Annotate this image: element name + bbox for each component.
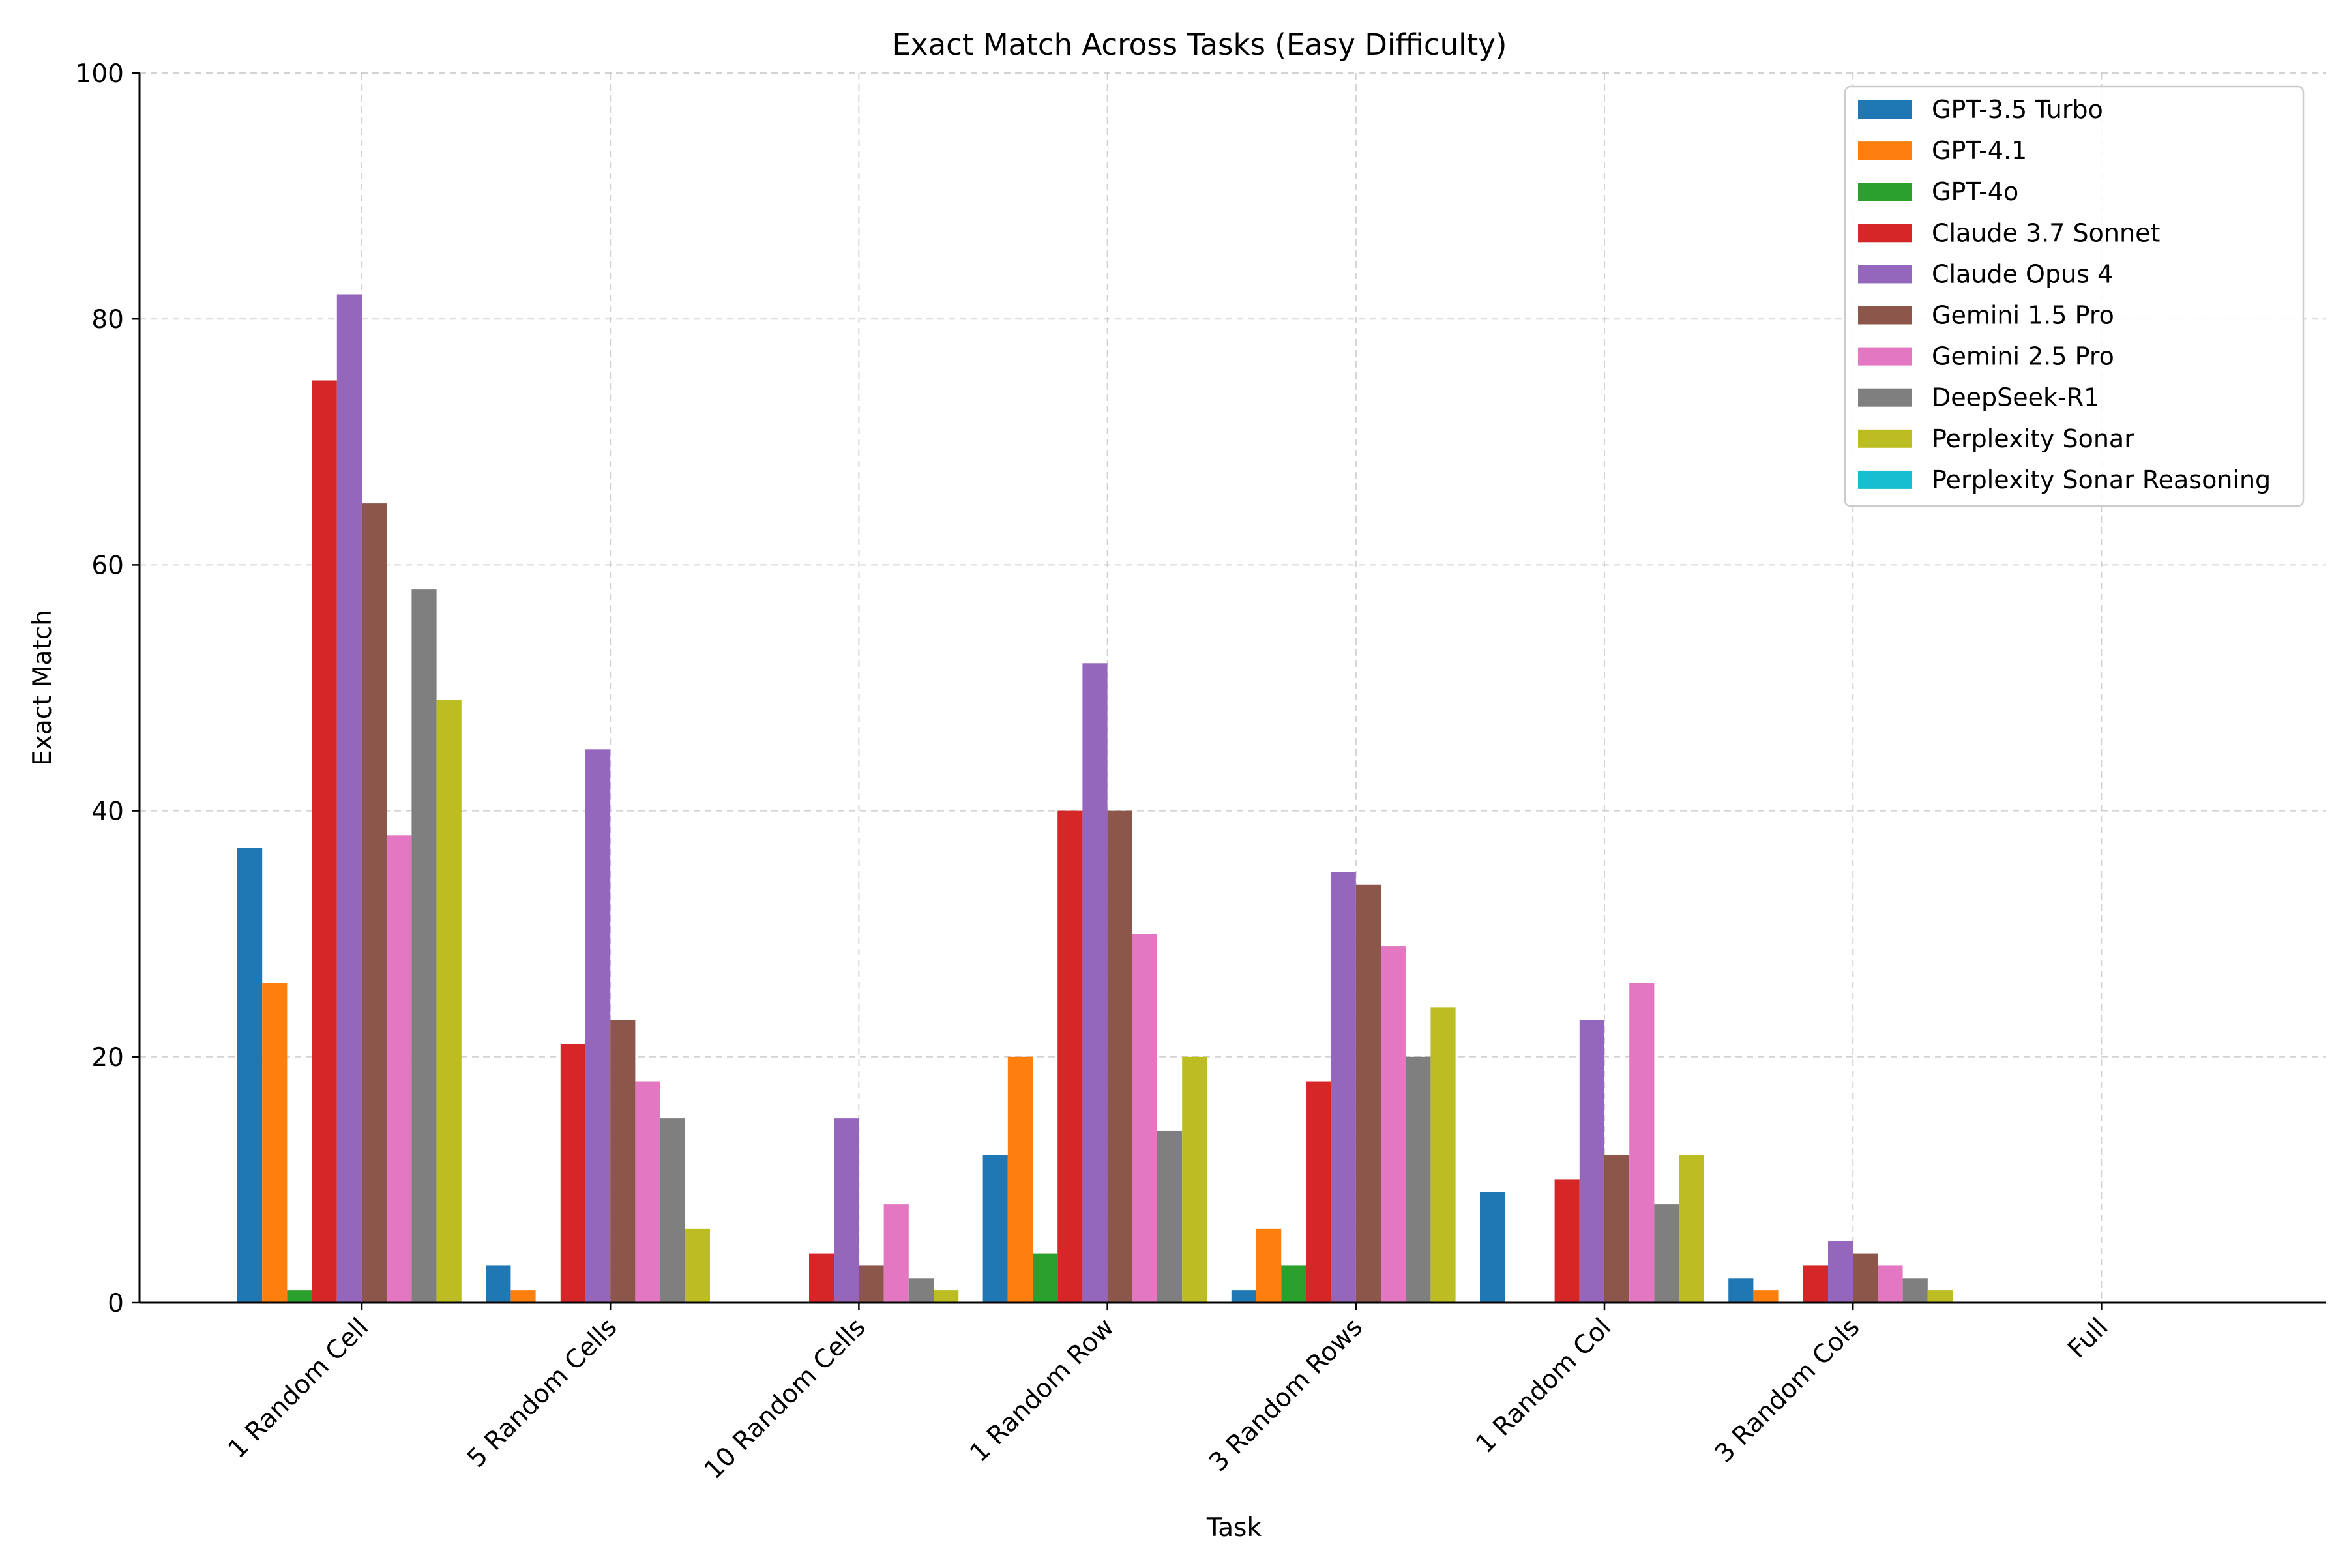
legend-swatch: [1858, 100, 1912, 119]
y-tick-label: 100: [76, 59, 124, 89]
legend-swatch: [1858, 141, 1912, 160]
bar: [859, 1265, 884, 1303]
legend-label: Claude 3.7 Sonnet: [1932, 218, 2160, 247]
bar: [1033, 1253, 1058, 1303]
legend-label: Gemini 2.5 Pro: [1932, 342, 2114, 371]
bar: [411, 589, 437, 1303]
legend-swatch: [1858, 470, 1912, 489]
bar: [610, 1020, 636, 1303]
bar: [287, 1290, 312, 1303]
y-tick-label: 60: [91, 551, 124, 580]
legend-swatch: [1858, 265, 1912, 284]
y-tick-label: 0: [108, 1289, 124, 1318]
bar: [1355, 884, 1381, 1303]
bar: [336, 294, 362, 1303]
chart-title: Exact Match Across Tasks (Easy Difficult…: [893, 27, 1507, 62]
bar: [1256, 1228, 1282, 1303]
bar: [362, 503, 387, 1303]
bar: [1480, 1192, 1505, 1303]
legend-label: GPT-4.1: [1932, 136, 2027, 165]
bar: [237, 848, 263, 1303]
legend-swatch: [1858, 224, 1912, 243]
bar: [1331, 872, 1356, 1303]
bar: [1902, 1278, 1928, 1303]
bar: [1579, 1020, 1604, 1303]
bar: [1057, 810, 1083, 1303]
bar: [883, 1204, 909, 1303]
y-tick-label: 20: [91, 1043, 124, 1072]
bar: [1381, 946, 1406, 1303]
bar: [312, 380, 337, 1303]
bar: [1878, 1265, 1903, 1303]
legend-label: Gemini 1.5 Pro: [1932, 301, 2114, 330]
legend-label: DeepSeek-R1: [1932, 383, 2099, 412]
bar: [1430, 1007, 1456, 1303]
legend-swatch: [1858, 347, 1912, 366]
bar: [685, 1228, 710, 1303]
bar: [585, 749, 611, 1303]
legend-swatch: [1858, 183, 1912, 201]
bar: [635, 1081, 660, 1303]
bar: [1157, 1130, 1183, 1303]
bar: [1604, 1155, 1630, 1303]
legend-label: Claude Opus 4: [1932, 259, 2113, 288]
bar: [934, 1290, 959, 1303]
legend-label: GPT-3.5 Turbo: [1932, 95, 2103, 124]
bar: [1629, 983, 1655, 1303]
legend-label: GPT-4o: [1932, 177, 2018, 206]
bar: [1082, 663, 1108, 1303]
y-tick-label: 40: [91, 797, 124, 827]
bar: [1231, 1290, 1256, 1303]
bar: [809, 1253, 834, 1303]
bar: [1753, 1290, 1779, 1303]
legend-label: Perplexity Sonar Reasoning: [1932, 466, 2271, 494]
axes: [132, 72, 2326, 1310]
bar: [1853, 1253, 1878, 1303]
bar: [1182, 1056, 1207, 1303]
legend-swatch: [1858, 306, 1912, 325]
bar: [262, 983, 288, 1303]
bar: [560, 1044, 585, 1303]
bar: [486, 1265, 511, 1303]
bar: [1007, 1056, 1033, 1303]
legend-label: Perplexity Sonar: [1932, 424, 2134, 453]
bar: [1406, 1056, 1431, 1303]
bar: [1828, 1241, 1853, 1303]
bar: [660, 1118, 685, 1303]
bars: [237, 294, 1953, 1303]
y-tick-label: 80: [91, 305, 124, 334]
bar: [1728, 1278, 1754, 1303]
legend-box: [1844, 85, 2305, 507]
bar: [908, 1278, 934, 1303]
bar: [1132, 934, 1157, 1303]
bar: [1554, 1179, 1580, 1303]
bar: [982, 1155, 1008, 1303]
bar: [1107, 810, 1132, 1303]
legend-swatch: [1858, 388, 1912, 407]
legend: GPT-3.5 Turbo GPT-4.1 GPT-4o Claude 3.7 Son…: [1844, 85, 2305, 507]
bar: [1281, 1265, 1306, 1303]
legend-swatch: [1858, 429, 1912, 448]
bar: [387, 835, 412, 1303]
bar: [436, 700, 462, 1303]
y-axis-label: Exact Match: [28, 610, 57, 766]
bar: [834, 1118, 859, 1303]
bar: [1927, 1290, 1953, 1303]
bar: [1654, 1204, 1679, 1303]
x-axis-label: Task: [1206, 1513, 1262, 1543]
bar: [1679, 1155, 1704, 1303]
bar: [1306, 1081, 1331, 1303]
bar: [1803, 1265, 1828, 1303]
bar: [510, 1290, 536, 1303]
